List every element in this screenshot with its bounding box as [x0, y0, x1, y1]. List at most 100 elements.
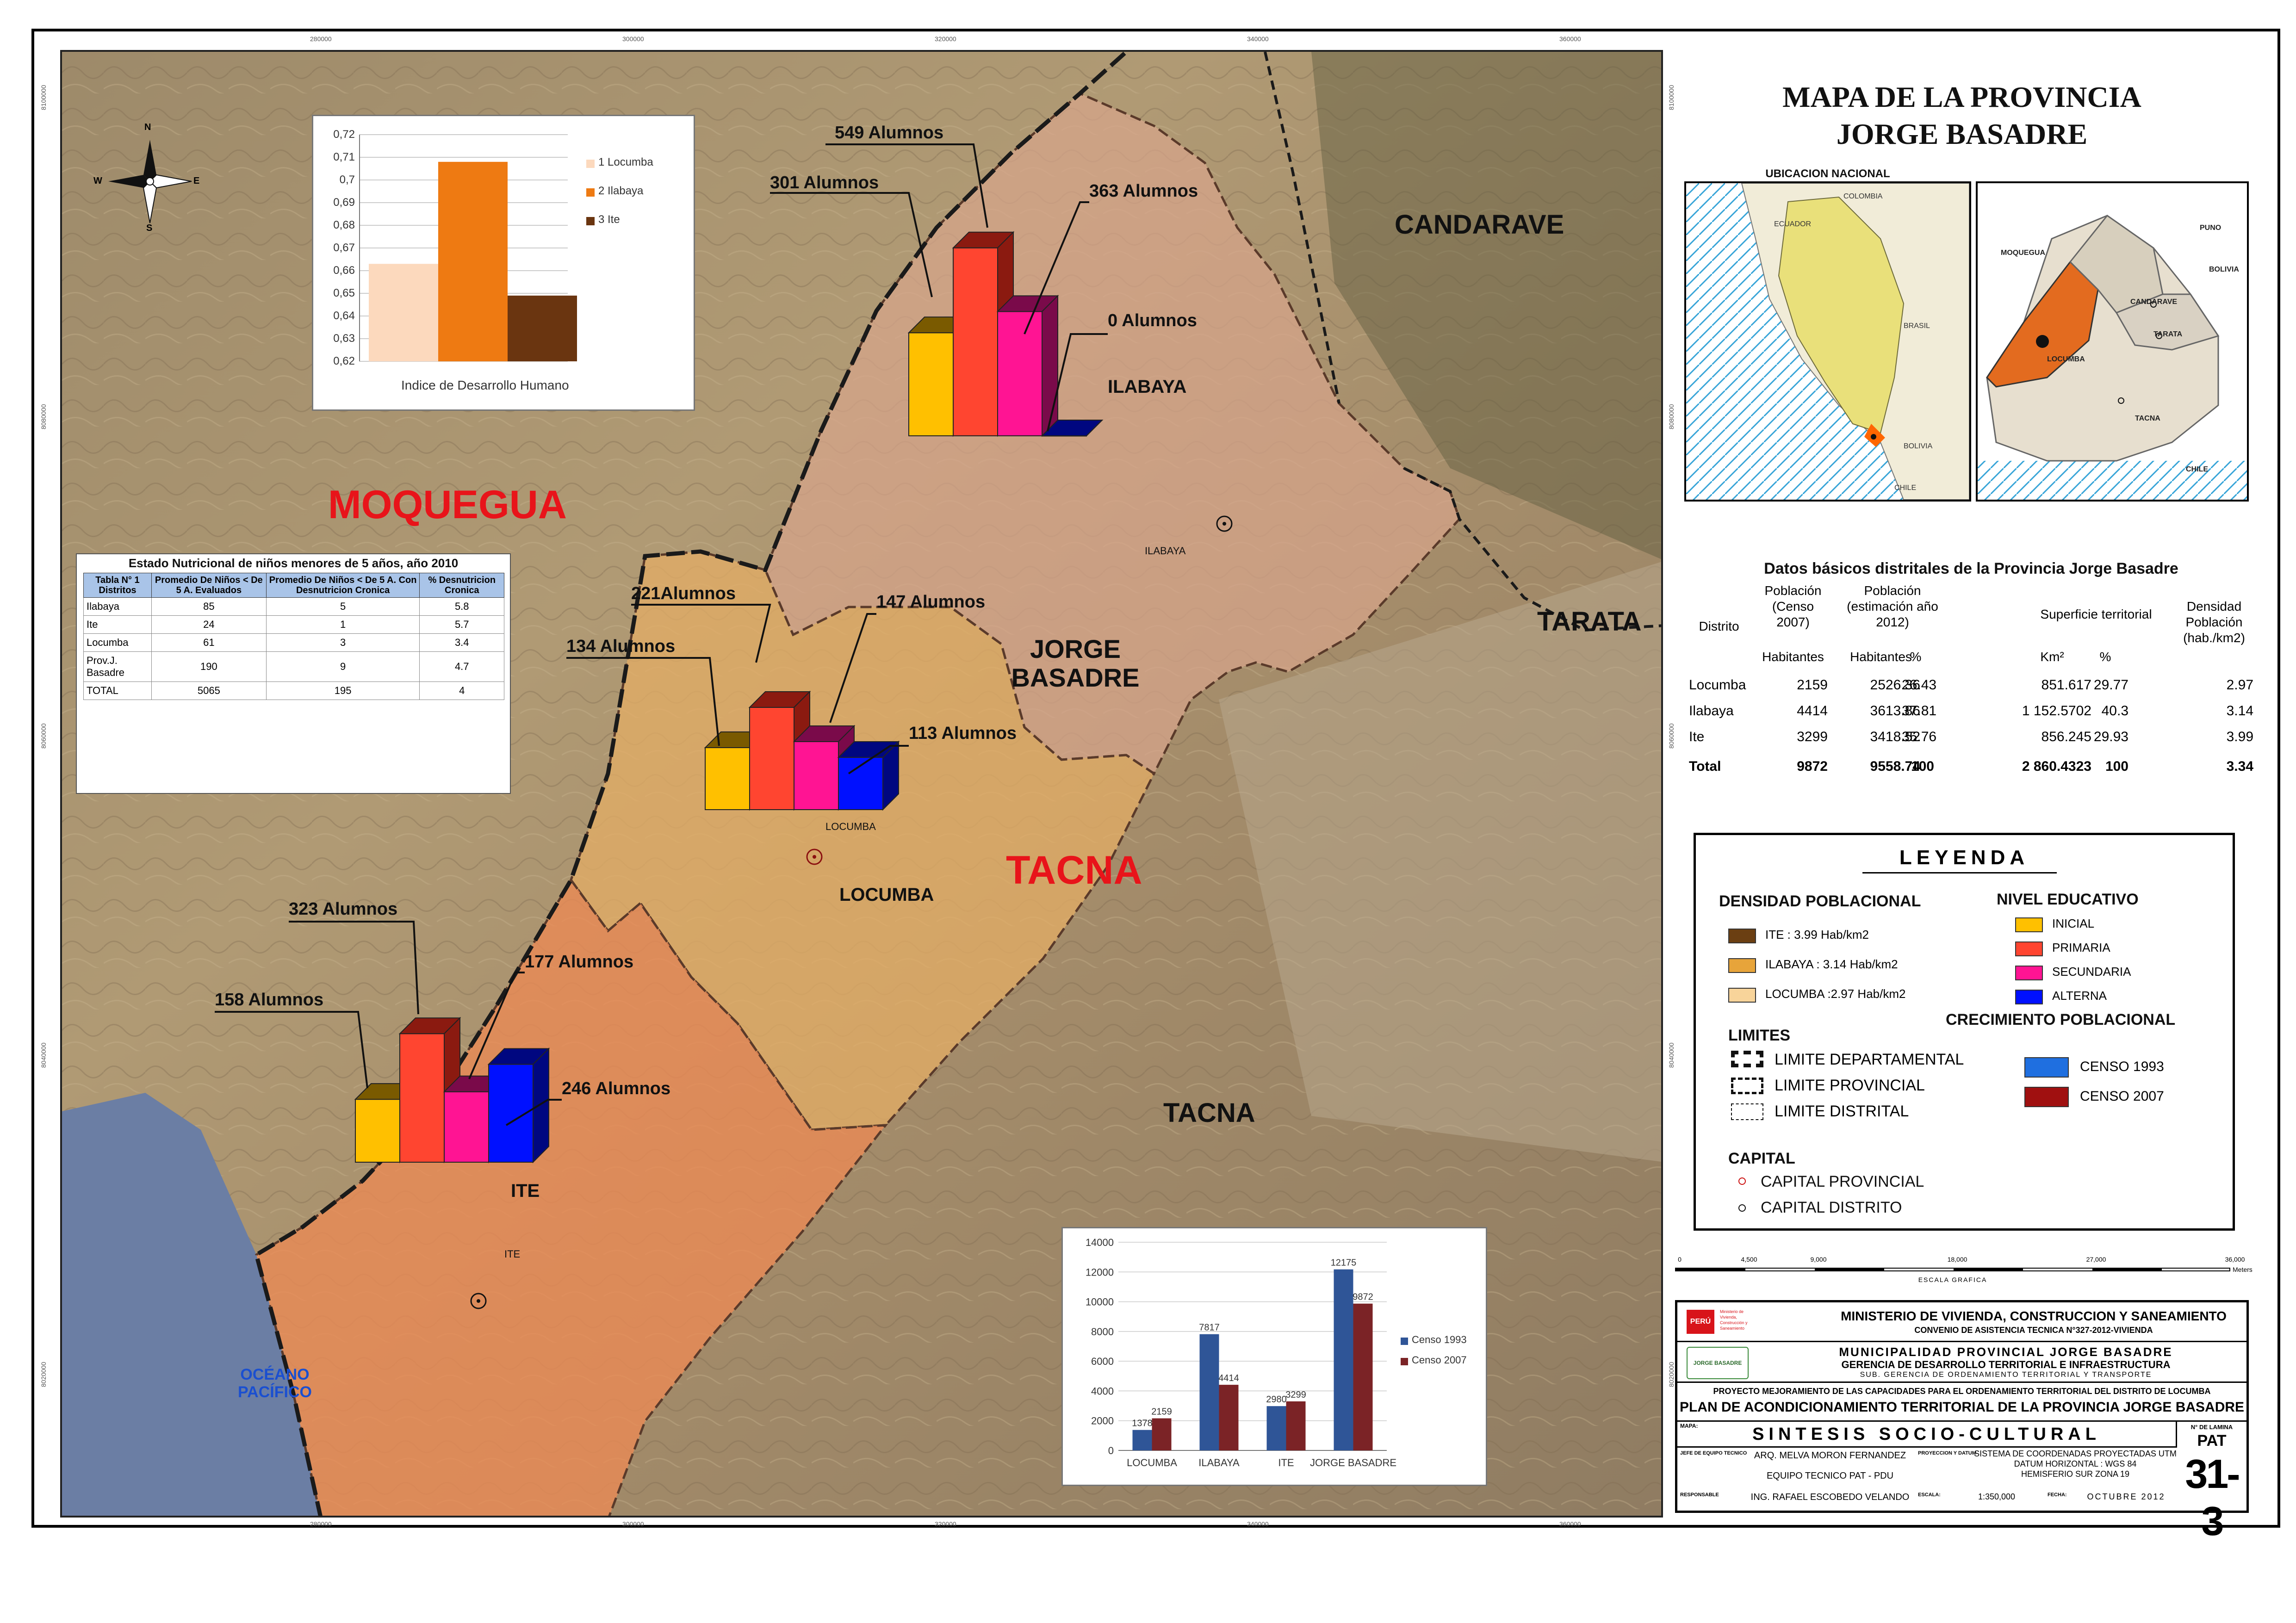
callout-leaders [215, 143, 1108, 1126]
dd-cell-3-0: Total [1689, 759, 1721, 774]
map-view[interactable]: N S E W MOQUEGUA TACNA CANDARAVE TARATA … [60, 50, 1663, 1518]
map-title-line2: JORGE BASADRE [1836, 118, 2088, 150]
departmental-boundary [254, 52, 1128, 1516]
dd-cell-0-0: Locumba [1689, 677, 1746, 693]
compass-s-label: S [146, 223, 153, 233]
idh-tick-4: 0,68 [333, 219, 355, 231]
legend-density-swatch-2 [1728, 988, 1756, 1003]
nutrition-table-header: Tabla N° 1 Distritos Promedio De Niños < … [83, 573, 504, 598]
capital-label-locumba: LOCUMBA [825, 821, 876, 832]
leader-line-1 [770, 192, 933, 297]
inset-dep-label-4: TARATA [2153, 330, 2183, 338]
pop-value-1-1: 4414 [1218, 1373, 1239, 1383]
legend-education-swatch-3 [2015, 990, 2043, 1004]
legend-limit-label-2: LIMITE DISTRITAL [1775, 1103, 1909, 1120]
dd-sub-2: % [1910, 650, 1922, 664]
capital-ite-marker [470, 1293, 487, 1309]
bar-ite-alterna [487, 1047, 550, 1164]
inset-dep-label-3: CANDARAVE [2130, 298, 2178, 306]
pop-tick-3: 8000 [1091, 1326, 1114, 1338]
grid-label-bottom-4: 360000 [1559, 1520, 1581, 1528]
pop-category-2: ITE [1278, 1457, 1294, 1468]
tb-jefe-label: JEFE DE EQUIPO TECNICO [1680, 1450, 1747, 1456]
district-ilabaya [764, 92, 1461, 775]
dd-cell-0-5: 29.77 [2093, 677, 2128, 693]
capital-locumba-marker [806, 849, 823, 865]
legend-limit-departamental-swatch [1731, 1051, 1763, 1067]
nutrition-cell: 24 [151, 615, 267, 634]
nutrition-cell: 5.7 [419, 615, 504, 634]
dd-cell-2-1: 3299 [1797, 729, 1828, 744]
inset-dep-label-1: PUNO [2200, 224, 2222, 232]
nutrition-cell: Locumba [83, 633, 152, 652]
idh-bar-2 [438, 161, 508, 361]
legend-growth-label-0: CENSO 1993 [2080, 1059, 2164, 1074]
callout-ite-inicial: 158 Alumnos [215, 990, 324, 1010]
pop-legend-swatch-0 [1401, 1338, 1408, 1345]
idh-legend-label-3: 3 Ite [598, 213, 620, 226]
dd-cell-2-4: 856.245 [2041, 729, 2091, 744]
inset-dep-label-2: BOLIVIA [2209, 266, 2239, 273]
legend-title: LEYENDA [1899, 846, 2029, 869]
inset-dep-label-7: CHILE [2186, 465, 2208, 473]
legend-limit-distrital-swatch [1731, 1103, 1763, 1120]
dd-cell-1-2: 3613.86 [1870, 703, 1920, 719]
idh-legend-swatch-2 [586, 188, 595, 197]
nutrition-table-box: Estado Nutricional de niños menores de 5… [76, 553, 511, 794]
legend-growth-swatch-0 [2024, 1057, 2069, 1078]
idh-tick-2: 0,7 [339, 173, 355, 186]
inset-departmental-svg [1978, 183, 2247, 500]
grid-label-right-1: 8080000 [1668, 404, 1675, 429]
tb-proyeccion-1: SISTEMA DE COORDENADAS PROYECTADAS UTM [1974, 1449, 2177, 1458]
idh-xlabel: Indice de Desarrollo Humano [401, 378, 569, 392]
leader-line-9 [215, 1011, 368, 1089]
inset-nac-label-1: COLOMBIA [1843, 192, 1883, 200]
legend-capital-title: CAPITAL [1728, 1150, 1795, 1167]
nutrition-cell: 190 [151, 651, 267, 682]
idh-tick-1: 0,71 [333, 151, 355, 163]
pop-bar-1-2 [1286, 1401, 1306, 1450]
callout-ite-secundaria: 177 Alumnos [525, 952, 634, 972]
dd-cell-3-3: 100 [1911, 759, 1934, 774]
population-chart-plot: 14000 12000 10000 8000 6000 4000 2000 0 1378 2159… [1086, 1237, 1396, 1468]
dd-head-estimacion: Población (estimación año 2012) [1847, 583, 1938, 629]
pop-category-0: LOCUMBA [1127, 1457, 1177, 1468]
nutrition-cell: 1 [266, 615, 420, 634]
legend-education-label-3: ALTERNA [2052, 989, 2107, 1003]
district-locumba [570, 550, 1156, 1131]
tb-escala: 1:350,000 [1978, 1492, 2016, 1501]
pop-legend-label-1: Censo 2007 [1412, 1354, 1467, 1366]
legend-capital-provincial-label: CAPITAL PROVINCIAL [1761, 1173, 1924, 1190]
population-chart: 14000 12000 10000 8000 6000 4000 2000 0 1378 2159… [1061, 1227, 1487, 1486]
ocean-area [62, 1093, 321, 1516]
nutrition-cell: 5.8 [419, 597, 504, 616]
ministerio-logo-text: Ministerio de Vivienda, Construcción y S… [1720, 1309, 1748, 1331]
dd-cell-2-3: 35.76 [1902, 729, 1937, 744]
dd-head-densidad: Densidad Población (hab./km2) [2183, 599, 2245, 645]
leader-line-5 [566, 657, 720, 746]
dd-cell-1-3: 37.81 [1902, 703, 1937, 719]
inset-nac-label-2: BRASIL [1904, 322, 1930, 330]
grid-label-right-3: 8040000 [1668, 1042, 1675, 1068]
compass-n-label: N [144, 122, 151, 132]
inset-national-svg [1686, 183, 1970, 500]
pop-tick-4: 6000 [1091, 1356, 1114, 1367]
dd-cell-2-6: 3.99 [2226, 729, 2253, 744]
nutrition-header-cell: % Desnutricion Cronica [419, 573, 504, 598]
grid-label-left-4: 8020000 [40, 1362, 47, 1387]
legend-education-swatch-0 [2015, 917, 2043, 932]
idh-legend-swatch-1 [586, 160, 595, 168]
legend-education-swatch-1 [2015, 942, 2043, 956]
callout-ilabaya-primaria: 549 Alumnos [835, 123, 944, 142]
tb-responsable: ING. RAFAEL ESCOBEDO VELANDO [1750, 1492, 1910, 1502]
grid-label-bottom-0: 280000 [310, 1520, 332, 1528]
ocean-label: OCÉANO PACÍFICO [238, 1366, 312, 1401]
pop-tick-1: 12000 [1086, 1266, 1114, 1278]
pop-legend-label-0: Censo 1993 [1412, 1334, 1467, 1345]
compass-w-label: W [93, 176, 102, 186]
district-data-table: Distrito Población (Censo 2007) Població… [1684, 580, 2253, 774]
tb-municipalidad: MUNICIPALIDAD PROVINCIAL JORGE BASADRE [1839, 1345, 2173, 1359]
legend-density-swatch-1 [1728, 958, 1756, 973]
legend-limit-provincial-swatch [1731, 1078, 1763, 1094]
dd-cell-1-6: 3.14 [2226, 703, 2253, 719]
